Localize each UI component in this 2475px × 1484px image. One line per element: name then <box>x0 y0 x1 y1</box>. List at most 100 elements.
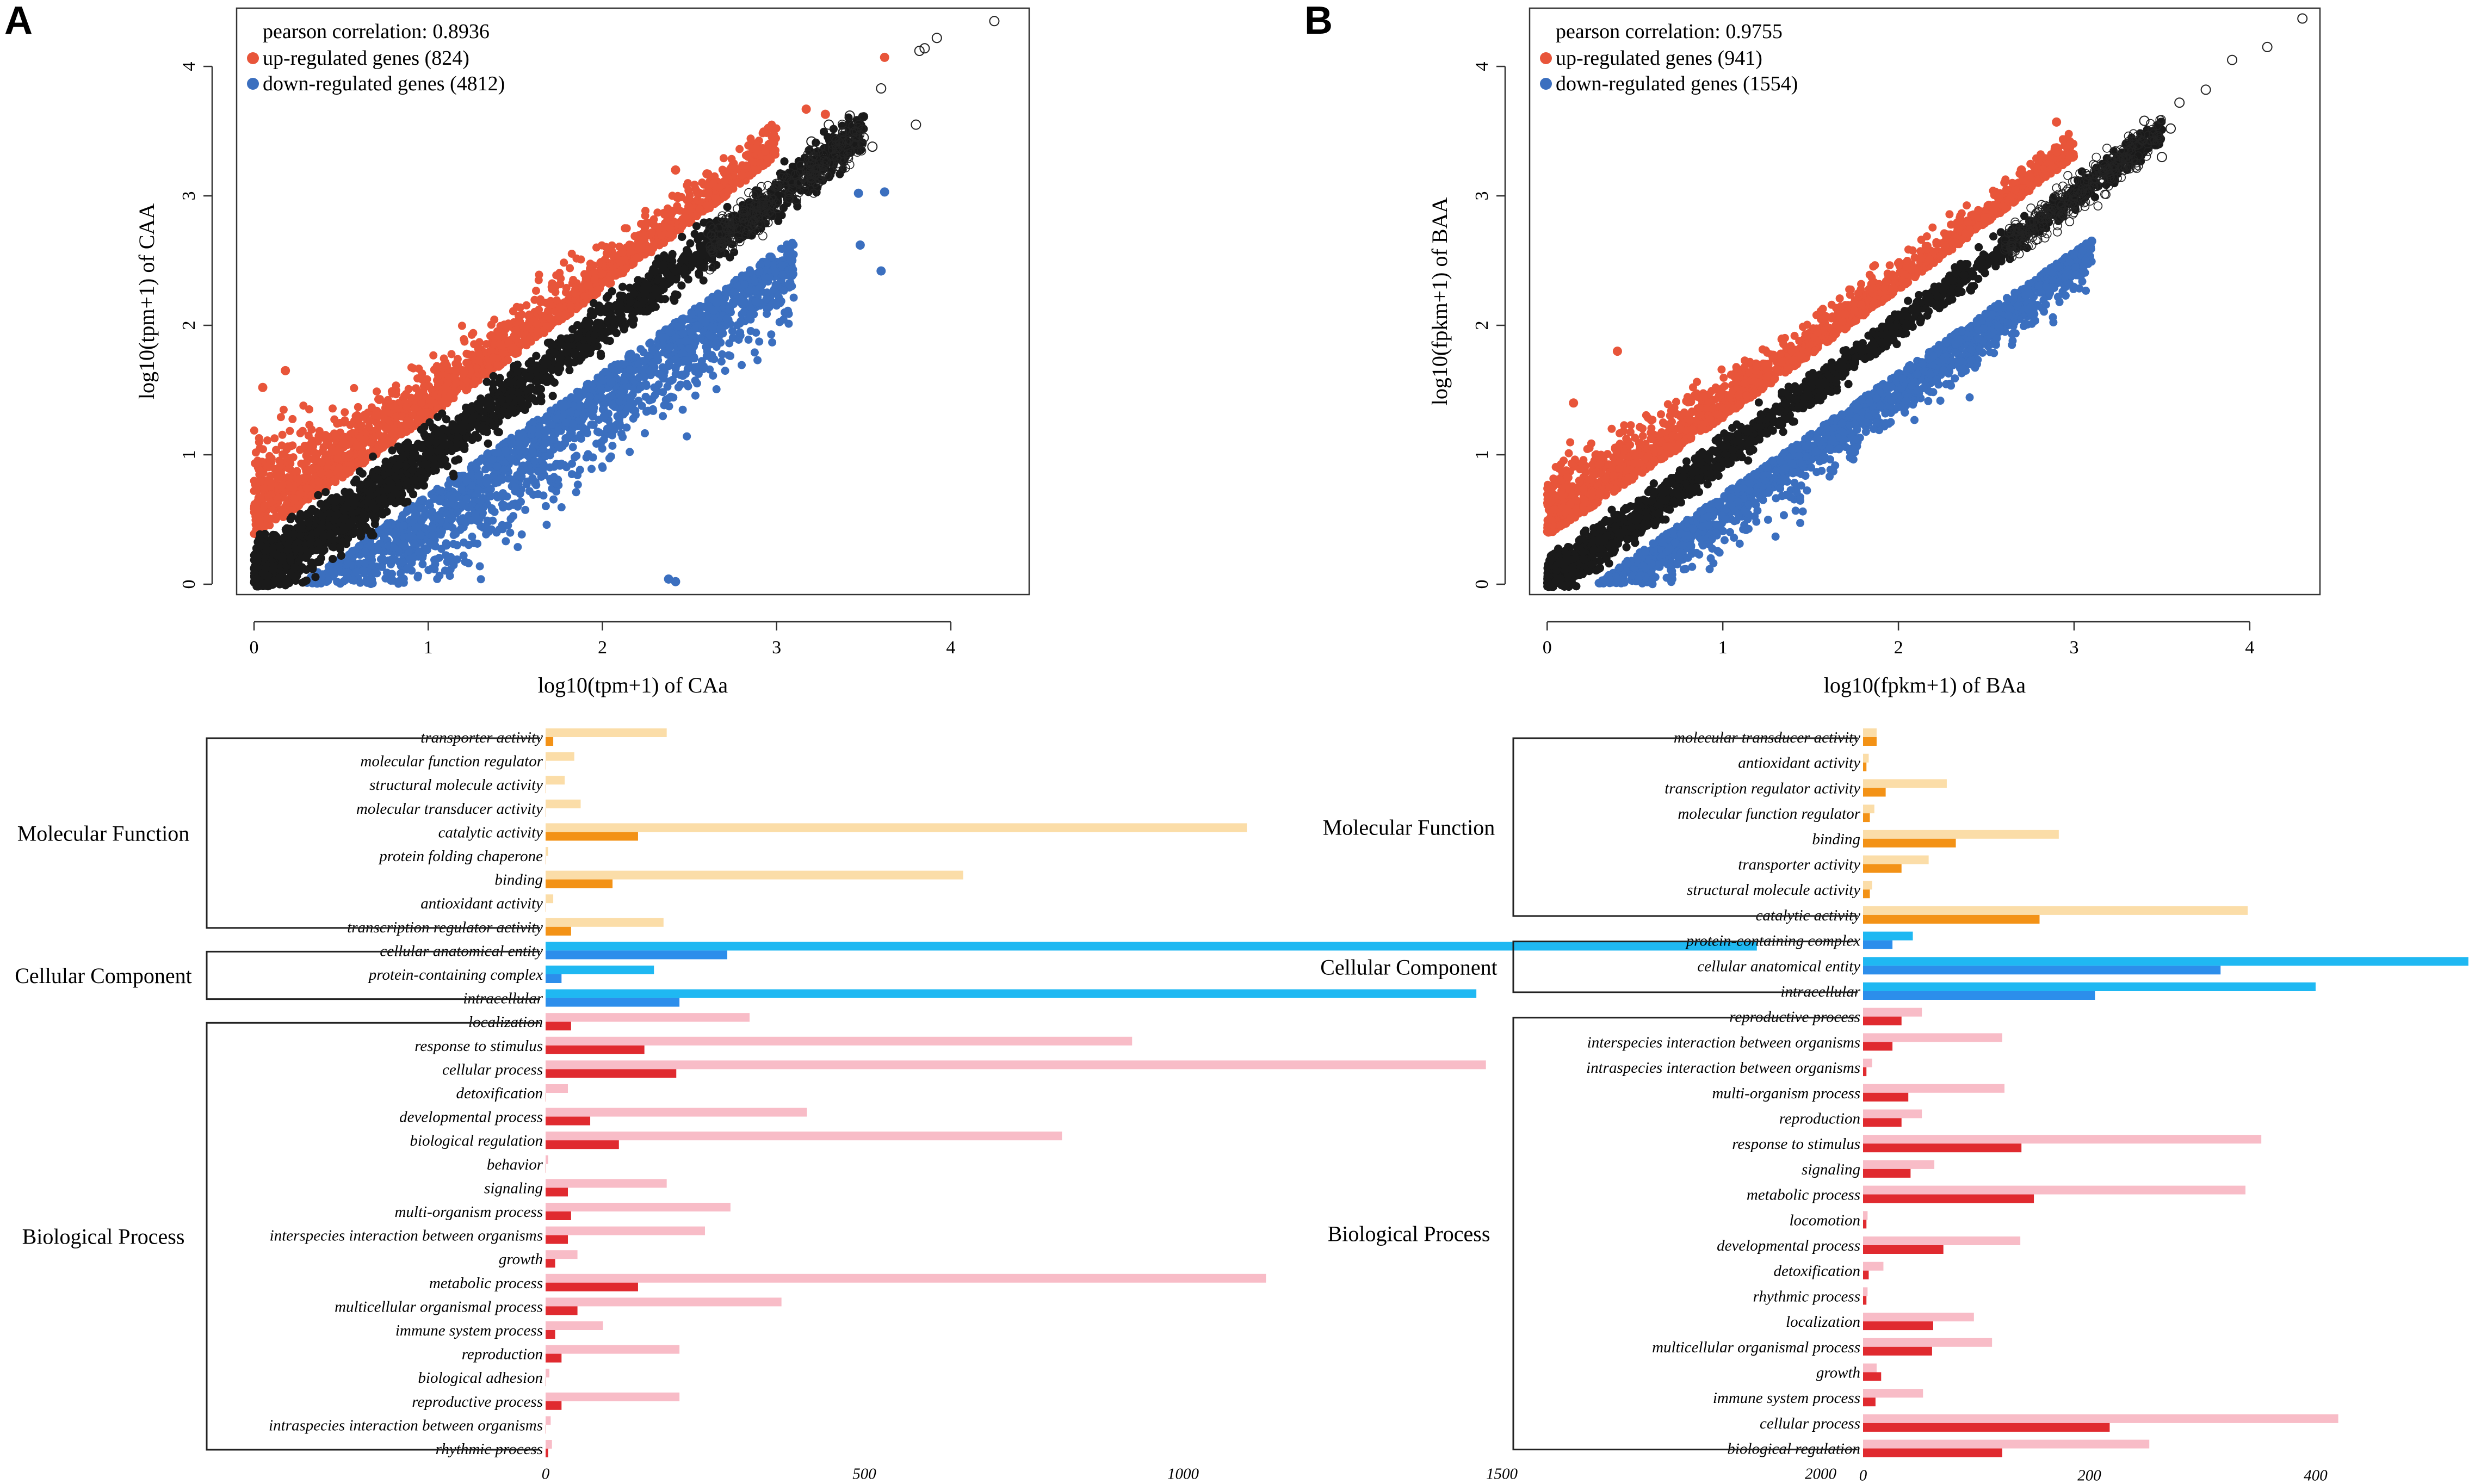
bar-all <box>546 1321 603 1330</box>
bar-all <box>1863 957 2468 966</box>
y-tick-label: 3 <box>179 191 199 201</box>
bar-all <box>546 847 548 856</box>
category-label: detoxification <box>1774 1263 1860 1280</box>
category-label: catalytic activity <box>438 824 543 841</box>
category-label: antioxidant activity <box>420 895 543 912</box>
bar-differential <box>546 950 728 960</box>
bar-all <box>1863 1287 1868 1296</box>
legend-up-label: up-regulated genes (941) <box>1556 47 1762 70</box>
category-label: behavior <box>487 1156 543 1173</box>
outlier-point <box>806 136 817 147</box>
bar-all <box>546 728 667 737</box>
bar-all <box>546 799 581 808</box>
category-label: binding <box>494 871 543 889</box>
category-label: biological adhesion <box>418 1369 543 1387</box>
pearson-label: pearson correlation: 0.9755 <box>1556 20 1783 43</box>
bar-differential <box>1863 813 1870 823</box>
group-bracket <box>206 737 540 929</box>
bar-all <box>1863 753 1869 763</box>
bar-all <box>546 1345 680 1354</box>
group-label: Cellular Component <box>1320 955 1498 979</box>
outlier-point <box>2156 152 2167 163</box>
bar-all <box>546 942 1757 951</box>
category-label: protein-containing complex <box>368 966 543 984</box>
category-label: reproduction <box>462 1346 543 1363</box>
x-axis-label: log10(fpkm+1) of BAa <box>1824 673 2026 697</box>
bar-differential <box>1863 1346 1932 1356</box>
outlier-point <box>2016 165 2026 175</box>
outlier-point <box>2297 13 2308 24</box>
bar-differential <box>1863 1270 1869 1279</box>
bar-differential <box>1863 838 1956 848</box>
category-label: signaling <box>1802 1161 1860 1178</box>
x-tick-label: 3 <box>2069 638 2078 658</box>
outlier-point <box>258 382 268 392</box>
bar-differential <box>546 832 638 841</box>
bar-all <box>1863 830 2059 839</box>
go-bar-chart-b: molecular transducer activityantioxidant… <box>1320 728 2468 1484</box>
x-tick-label: 4 <box>946 638 955 658</box>
y-axis-label: log10(fpkm+1) of BAA <box>1427 197 1452 406</box>
bar-all <box>546 989 1477 998</box>
group-bracket <box>1512 737 1858 917</box>
category-label: biological regulation <box>410 1132 543 1149</box>
bar-differential <box>546 1259 555 1268</box>
outlier-point <box>671 577 680 586</box>
outlier-point <box>855 240 865 250</box>
x-tick-label: 1 <box>1718 638 1728 658</box>
bar-all <box>1863 931 1913 941</box>
category-label: interspecies interaction between organis… <box>270 1227 543 1245</box>
outlier-point <box>2165 123 2176 134</box>
group-bracket <box>206 950 540 1000</box>
bar-all <box>1863 1109 1922 1118</box>
outlier-point <box>2227 54 2238 65</box>
bar-all <box>1863 1059 1872 1068</box>
bar-differential <box>1863 1372 1882 1381</box>
bar-all <box>546 1273 1266 1283</box>
x-tick-label: 1 <box>424 638 433 658</box>
bar-all <box>546 776 565 785</box>
category-label: transporter activity <box>1738 856 1860 874</box>
x-tick-label: 0 <box>1859 1467 1867 1484</box>
category-label: detoxification <box>456 1085 543 1102</box>
group-label: Molecular Function <box>1323 815 1495 839</box>
bar-all <box>1863 1185 2246 1195</box>
bar-all <box>1863 1236 2021 1245</box>
category-label: metabolic process <box>429 1275 543 1292</box>
y-tick-label: 2 <box>1472 321 1492 330</box>
outlier-point <box>931 33 942 44</box>
group-label: Molecular Function <box>17 821 190 845</box>
scatter-plot-a: 0 1 2 3 4 0 1 2 3 4 log10(tpm+1) of CAa log10(tpm+1… <box>134 7 1030 697</box>
bar-all <box>546 1036 1133 1046</box>
bar-all <box>546 870 963 880</box>
outlier-point <box>801 104 811 114</box>
legend-up-marker <box>1540 52 1552 64</box>
x-tick-label: 500 <box>852 1466 876 1483</box>
category-label: cellular anatomical entity <box>1697 957 1860 975</box>
x-tick-label: 2 <box>598 638 607 658</box>
bar-all <box>1863 1389 1923 1398</box>
bar-all <box>1863 855 1929 864</box>
group-bracket <box>206 1022 540 1451</box>
bar-all <box>1863 1160 1935 1169</box>
bar-differential <box>546 998 680 1007</box>
bar-all <box>546 1108 807 1117</box>
bar-differential <box>546 1330 555 1339</box>
outlier-point <box>2061 282 2070 292</box>
pearson-label: pearson correlation: 0.8936 <box>263 20 490 43</box>
category-label: multi-organism process <box>394 1203 543 1221</box>
group-label: Biological Process <box>1328 1222 1490 1246</box>
bar-all <box>546 1297 782 1307</box>
bar-differential <box>1863 1448 2002 1457</box>
outlier-point <box>2139 115 2150 126</box>
outlier-point <box>1569 398 1579 408</box>
bar-all <box>1863 805 1874 814</box>
bar-differential <box>1863 1423 2110 1432</box>
bar-differential <box>1863 1016 1902 1025</box>
category-label: reproduction <box>1779 1110 1860 1128</box>
bar-all <box>546 1155 548 1164</box>
bar-differential <box>546 1188 568 1197</box>
bar-differential <box>546 1211 571 1220</box>
bar-differential <box>1863 1042 1893 1051</box>
